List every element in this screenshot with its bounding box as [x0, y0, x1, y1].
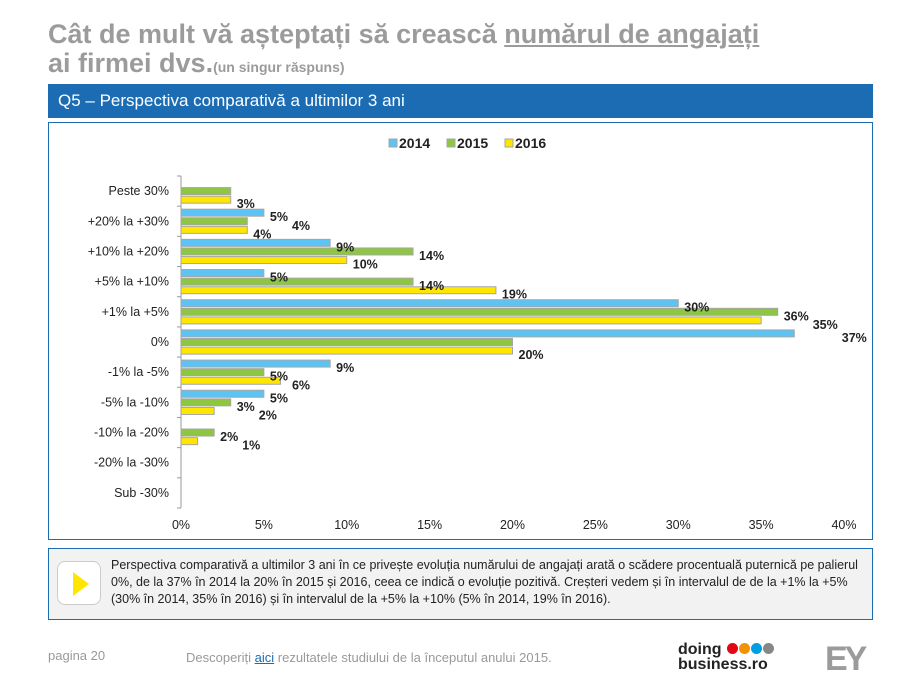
legend-swatch	[504, 138, 514, 148]
legend-swatch	[388, 138, 398, 148]
legend-swatch	[446, 138, 456, 148]
bar-2015	[180, 307, 779, 316]
data-label: 5%	[270, 391, 288, 405]
play-arrow-icon	[57, 561, 101, 605]
bar-2014	[180, 269, 265, 278]
bar-2016	[180, 406, 215, 415]
category-label: +20% la +30%	[88, 214, 169, 228]
legend-label: 2014	[399, 135, 430, 151]
x-tick-label: 10%	[334, 518, 359, 532]
bar-2014	[180, 238, 331, 247]
title-line2: ai firmei dvs.	[48, 48, 214, 78]
category-label: +10% la +20%	[88, 244, 169, 258]
bar-2016	[180, 256, 348, 265]
bar-2016	[180, 376, 281, 385]
page-title: Cât de mult vă așteptați să crească numă…	[48, 20, 759, 82]
legend-label: 2016	[515, 135, 546, 151]
data-label: 14%	[419, 249, 444, 263]
bar-2014	[180, 299, 679, 308]
bar-2016	[180, 195, 232, 204]
bar-2015	[180, 338, 513, 346]
data-label: 4%	[253, 227, 271, 241]
data-label: 5%	[270, 370, 288, 384]
bar-2016	[180, 346, 513, 355]
data-label: 10%	[353, 258, 378, 272]
bar-2015	[180, 277, 414, 286]
legend-label: 2015	[457, 135, 488, 151]
x-tick-label: 5%	[255, 518, 273, 532]
category-label: -20% la -30%	[94, 456, 169, 470]
x-tick-label: 0%	[172, 518, 190, 532]
x-tick-label: 30%	[666, 518, 691, 532]
category-label: -10% la -20%	[94, 426, 169, 440]
bar-2014	[180, 389, 265, 398]
data-label: 9%	[336, 240, 354, 254]
logo-dot	[751, 643, 762, 655]
bar-2014	[180, 208, 265, 217]
bar-2016	[180, 316, 762, 325]
bar-2014	[180, 329, 795, 338]
logo-line2: business.ro	[678, 656, 768, 674]
data-label: 3%	[237, 197, 255, 211]
data-label: 4%	[292, 219, 310, 233]
aici-link[interactable]: aici	[254, 650, 275, 665]
doingbusiness-logo: doing business.ro	[678, 641, 774, 674]
x-tick-label: 35%	[749, 518, 774, 532]
footer-text: Descoperiți aici rezultatele studiului d…	[186, 650, 552, 665]
category-label: +1% la +5%	[102, 305, 169, 319]
x-tick-label: 20%	[500, 518, 525, 532]
x-tick-label: 15%	[417, 518, 442, 532]
data-label: 35%	[813, 318, 838, 332]
category-label: -5% la -10%	[101, 395, 169, 409]
question-header: Q5 – Perspectiva comparativă a ultimilor…	[48, 84, 873, 118]
data-label: 19%	[502, 288, 527, 302]
data-label: 14%	[419, 279, 444, 293]
bar-2015	[180, 368, 265, 377]
data-label: 2%	[220, 430, 238, 444]
logo-dot	[763, 643, 774, 655]
category-label: -1% la -5%	[108, 365, 169, 379]
bar-2015	[180, 247, 414, 256]
category-label: Sub -30%	[114, 486, 169, 500]
x-tick-label: 40%	[831, 518, 856, 532]
bar-chart: Peste 30% +20% la +30% +10% la +20% +5% la …	[88, 135, 867, 532]
ey-logo: EY	[825, 640, 867, 678]
data-label: 6%	[292, 378, 310, 392]
chart-panel: Peste 30% +20% la +30% +10% la +20% +5% la …	[48, 122, 873, 540]
note-text: Perspectiva comparativă a ultimilor 3 an…	[111, 558, 858, 606]
category-label: +5% la +10%	[95, 275, 169, 289]
bar-2015	[180, 428, 215, 437]
logo-dot	[739, 643, 750, 655]
bar-2016	[180, 225, 248, 234]
category-label: Peste 30%	[109, 184, 169, 198]
data-label: 1%	[242, 439, 260, 453]
bar-2016	[180, 437, 199, 446]
title-note: (un singur răspuns)	[213, 59, 345, 75]
category-label: 0%	[151, 335, 169, 349]
x-tick-label: 25%	[583, 518, 608, 532]
footer-pre: Descoperiți	[186, 650, 255, 665]
page-number: pagina 20	[48, 648, 106, 663]
note-box: Perspectiva comparativă a ultimilor 3 an…	[48, 548, 873, 620]
footer-post: rezultatele studiului de la începutul an…	[274, 650, 552, 665]
bar-2015	[180, 187, 232, 196]
data-label: 30%	[684, 301, 709, 315]
data-label: 36%	[784, 309, 809, 323]
data-label: 37%	[842, 331, 867, 345]
title-line1: Cât de mult vă așteptați să crească	[48, 19, 505, 49]
bar-2015	[180, 217, 248, 226]
bar-2015	[180, 398, 232, 407]
title-underlined: numărul de angajați	[504, 19, 760, 49]
data-label: 2%	[259, 408, 277, 422]
bar-2016	[180, 286, 497, 295]
data-label: 5%	[270, 271, 288, 285]
data-label: 9%	[336, 361, 354, 375]
logo-dots	[726, 642, 774, 657]
data-label: 5%	[270, 210, 288, 224]
logo-dot	[727, 643, 738, 655]
bar-2014	[180, 359, 331, 368]
data-label: 20%	[519, 348, 544, 362]
data-label: 3%	[237, 400, 255, 414]
logo-line1: doing	[678, 641, 722, 658]
